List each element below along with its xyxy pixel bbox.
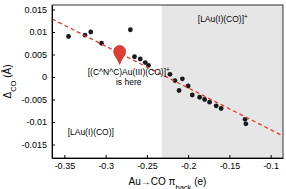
tick-mark: [52, 100, 55, 101]
tick-mark: [147, 155, 148, 158]
x-axis-title: Au→CO πback (e): [129, 176, 207, 189]
text-part: Au→CO π: [129, 176, 176, 187]
text-part: +: [244, 13, 248, 20]
shaded-region: [162, 5, 283, 158]
scatter-point: [177, 88, 182, 93]
annotation-line: is here: [116, 77, 142, 87]
tick-label: -0.15: [220, 161, 241, 171]
text-part: (e): [191, 176, 206, 187]
tick-mark: [52, 10, 55, 11]
scatter-point: [219, 106, 224, 111]
tick-mark: [52, 77, 55, 78]
tick-mark: [52, 145, 55, 146]
scatter-point: [197, 95, 202, 100]
tick: -0.3: [98, 155, 114, 171]
tick-mark: [188, 155, 189, 158]
plot-frame: [52, 5, 283, 158]
tick-label: 0.005: [24, 50, 47, 60]
tick-label: -0.3: [98, 161, 114, 171]
text-part: back: [176, 183, 192, 189]
annotation: [LAu(I)(CO)]: [68, 127, 114, 137]
tick-label: 0: [42, 72, 47, 82]
annotation-line: [(C^N^C)Au(III)(CO)]+: [88, 66, 170, 78]
text-part: +: [166, 66, 170, 73]
x-axis: -0.35 -0.3 -0.25 -0.2 -0.15 -0.1: [53, 155, 284, 171]
chart: -0.35-0.3-0.25-0.2-0.15-0.1-0.015-0.01-0…: [0, 0, 286, 189]
tick-mark: [52, 122, 55, 123]
scatter-point: [128, 27, 133, 32]
scatter-point: [202, 97, 207, 102]
tick-label: -0.005: [21, 95, 47, 105]
tick-label: 0.015: [24, 5, 47, 15]
scatter-point: [138, 57, 143, 62]
tick: -0.2: [181, 155, 197, 171]
tick-label: -0.015: [21, 140, 47, 150]
y-axis: -0.015 -0.01 -0.005 0 0.005 0.01 0.015: [21, 5, 55, 159]
tick-mark: [64, 155, 65, 158]
plot-area: -0.35-0.3-0.25-0.2-0.15-0.1-0.015-0.01-0…: [21, 5, 283, 172]
tick-label: -0.35: [55, 161, 76, 171]
tick: 0.01: [29, 27, 55, 37]
axis-line: [53, 158, 284, 159]
annotation-line: [LAu(I)(CO)]: [68, 127, 114, 137]
tick-label: -0.01: [26, 117, 47, 127]
marks: [52, 5, 283, 158]
tick: -0.01: [26, 117, 55, 127]
tick: -0.015: [21, 140, 55, 150]
scatter-point: [214, 103, 219, 108]
tick: -0.15: [220, 155, 241, 171]
tick-label: -0.1: [263, 161, 279, 171]
tick: -0.35: [55, 155, 76, 171]
scatter-point: [243, 121, 248, 126]
text-part: is here: [116, 77, 142, 87]
tick-label: 0.01: [29, 27, 47, 37]
scatter-point: [88, 30, 93, 35]
axis-line: [52, 6, 53, 159]
text-part: (Å): [1, 64, 13, 80]
scatter-point: [132, 54, 137, 59]
text-part: [LAu(I)(CO)]: [198, 14, 244, 24]
tick-mark: [229, 155, 230, 158]
tick-mark: [52, 55, 55, 56]
scatter-point: [207, 100, 212, 105]
text-part: [(C^N^C)Au(III)(CO)]: [88, 67, 166, 77]
text-part: [LAu(I)(CO)]: [68, 127, 114, 137]
scatter-point: [66, 34, 71, 39]
scatter-point: [190, 93, 195, 98]
tick-mark: [52, 32, 55, 33]
tick: 0.015: [24, 5, 55, 15]
tick: 0.005: [24, 50, 55, 60]
tick: -0.005: [21, 95, 55, 105]
tick-mark: [271, 155, 272, 158]
pin-marker: [114, 45, 126, 64]
fit-line: [52, 19, 283, 136]
annotation: [(C^N^C)Au(III)(CO)]+is here: [88, 66, 170, 88]
tick-label: -0.25: [137, 161, 158, 171]
tick-label: -0.2: [181, 161, 197, 171]
tick-mark: [106, 155, 107, 158]
annotation: [LAu(I)(CO)]+: [198, 13, 248, 25]
y-axis-title: ΔCO (Å): [1, 64, 18, 98]
tick: -0.1: [263, 155, 279, 171]
tick: 0: [42, 72, 55, 82]
annotation-line: [LAu(I)(CO)]+: [198, 13, 248, 25]
text-part: CO: [9, 80, 18, 91]
scatter-point: [180, 76, 185, 81]
tick: -0.25: [137, 155, 158, 171]
